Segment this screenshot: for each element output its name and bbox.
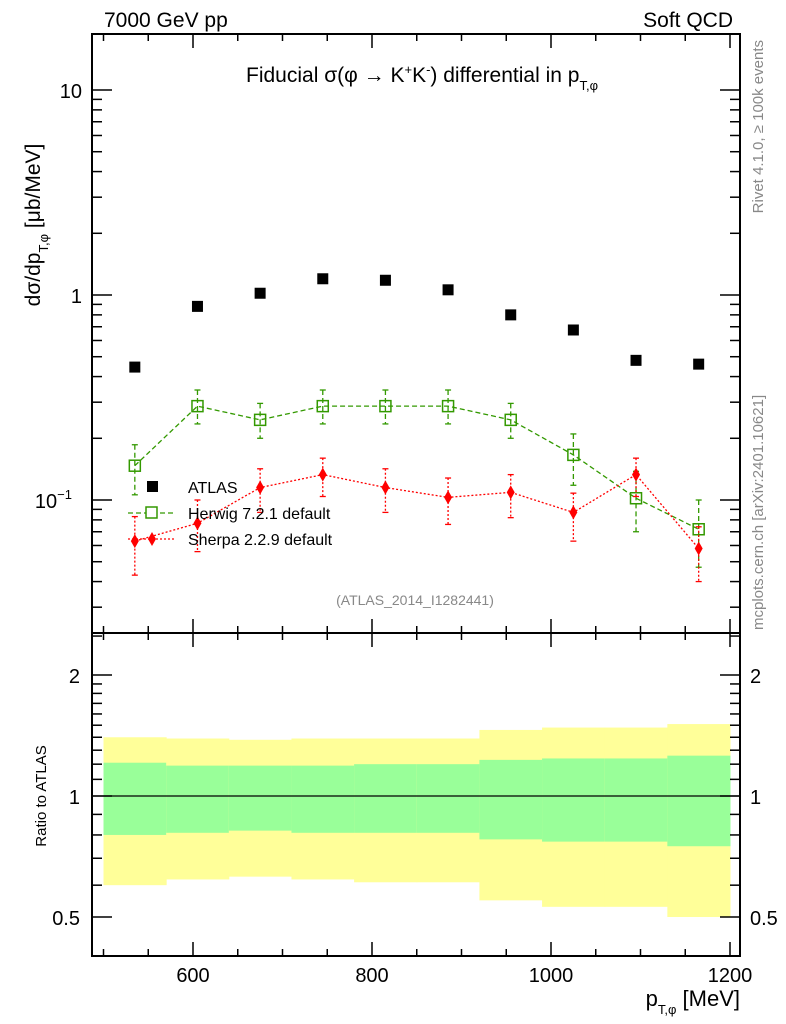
legend: ATLAS Herwig 7.2.1 default Sherpa 2.2.9 … (128, 480, 333, 549)
plot-title: Fiducial σ(φ → K+K-) differential in pT,… (246, 62, 598, 93)
legend-atlas-marker (147, 481, 158, 492)
herwig-point (692, 522, 705, 536)
xlabel-main: p (646, 986, 658, 1011)
legend-atlas-label: ATLAS (188, 480, 238, 497)
rivet-label: Rivet 4.1.0, ≥ 100k events (750, 40, 767, 213)
herwig-line (134, 405, 699, 530)
y-tick-label: 10−1 (35, 487, 72, 513)
ratio-bands (92, 724, 740, 917)
ratio-band-inner (354, 764, 418, 833)
atlas-point (693, 358, 705, 370)
legend-herwig-marker (145, 506, 158, 519)
x-tick-label: 600 (176, 965, 209, 987)
sherpa-point (381, 480, 390, 495)
ratio-y-tick-label: 2 (69, 666, 80, 688)
y-tick-label: 10 (60, 81, 82, 103)
ratio-y-axis-label: Ratio to ATLAS (33, 745, 50, 846)
sherpa-line (134, 473, 700, 549)
atlas-point (191, 300, 203, 312)
legend-sherpa-label: Sherpa 2.2.9 default (188, 532, 333, 549)
herwig-point (316, 399, 330, 413)
y-axis-label: dσ/dpT,φ [μb/MeV] (22, 144, 51, 307)
y-tick-label-exponent: −1 (57, 487, 72, 502)
ratio-band-inner (416, 764, 480, 833)
title-part: σ(φ → K (324, 64, 404, 87)
herwig-point (379, 399, 392, 413)
ratio-band-inner (291, 765, 355, 833)
data-marks (128, 273, 705, 583)
x-axis-label: pT,φ [MeV] (646, 986, 740, 1017)
herwig-point (567, 448, 580, 462)
atlas-point (317, 273, 329, 285)
herwig-point (191, 399, 204, 413)
sherpa-point (130, 534, 139, 549)
analysis-id: (ATLAS_2014_I1282441) (336, 592, 494, 608)
herwig-point (629, 491, 643, 505)
atlas-point (254, 287, 266, 299)
atlas-point (505, 309, 517, 321)
y-tick-label: 1 (71, 286, 82, 308)
ratio-y-tick-label-right: 1 (750, 787, 761, 809)
sherpa-point (506, 485, 515, 500)
title-part: Fiducial (246, 64, 318, 87)
title-part: K (412, 64, 426, 87)
herwig-point (128, 459, 142, 472)
sherpa-point (569, 505, 578, 520)
ratio-band-inner (479, 759, 543, 840)
herwig-point (253, 413, 267, 427)
ratio-band-inner (103, 762, 167, 835)
atlas-point (630, 354, 642, 366)
xlabel-unit: [MeV] (676, 986, 740, 1011)
title-part: ) differential in p (430, 64, 579, 87)
atlas-point (379, 274, 391, 286)
ratio-panel-frame (91, 632, 741, 957)
ratio-band-inner (542, 758, 606, 842)
header-energy: 7000 GeV pp (104, 9, 228, 32)
xlabel-sub: T,φ (658, 1002, 677, 1017)
x-tick-label: 1000 (529, 965, 574, 987)
atlas-point (442, 284, 454, 296)
sherpa-point (444, 490, 453, 505)
ylabel-unit: [μb/MeV] (22, 144, 45, 234)
ratio-y-tick-label: 1 (69, 787, 80, 809)
ratio-band-inner (228, 765, 292, 831)
atlas-point (129, 361, 141, 373)
atlas-point (567, 324, 579, 336)
herwig-point (441, 399, 455, 413)
sherpa-point (193, 516, 202, 531)
ratio-band-inner (166, 765, 230, 833)
mcplots-label: mcplots.cern.ch [arXiv:2401.10621] (750, 395, 767, 630)
ylabel-main: dσ/dp (22, 253, 45, 307)
ratio-y-tick-label: 0.5 (52, 908, 80, 930)
ratio-band-inner (667, 755, 731, 847)
sherpa-point (632, 467, 641, 482)
title-sub: T,φ (579, 78, 598, 93)
ylabel-sub: T,φ (36, 234, 51, 253)
x-tick-label: 800 (355, 965, 388, 987)
sherpa-point (256, 480, 265, 495)
title-sup: - (426, 62, 430, 77)
header-category: Soft QCD (643, 9, 733, 32)
sherpa-point (694, 541, 703, 556)
ratio-y-tick-label-right: 0.5 (750, 908, 778, 930)
sherpa-point (318, 467, 327, 482)
herwig-point (504, 413, 517, 427)
title-sup: + (404, 62, 412, 77)
legend-sherpa-marker (148, 532, 156, 546)
legend-herwig-label: Herwig 7.2.1 default (188, 506, 331, 523)
x-tick-label: 1200 (708, 965, 753, 987)
ratio-y-tick-label-right: 2 (750, 666, 761, 688)
axis-ticks: 600 800 1000 1200 10 1 10−1 2 2 1 1 0.5 0.5 (35, 34, 778, 987)
ratio-band-inner (604, 758, 668, 842)
